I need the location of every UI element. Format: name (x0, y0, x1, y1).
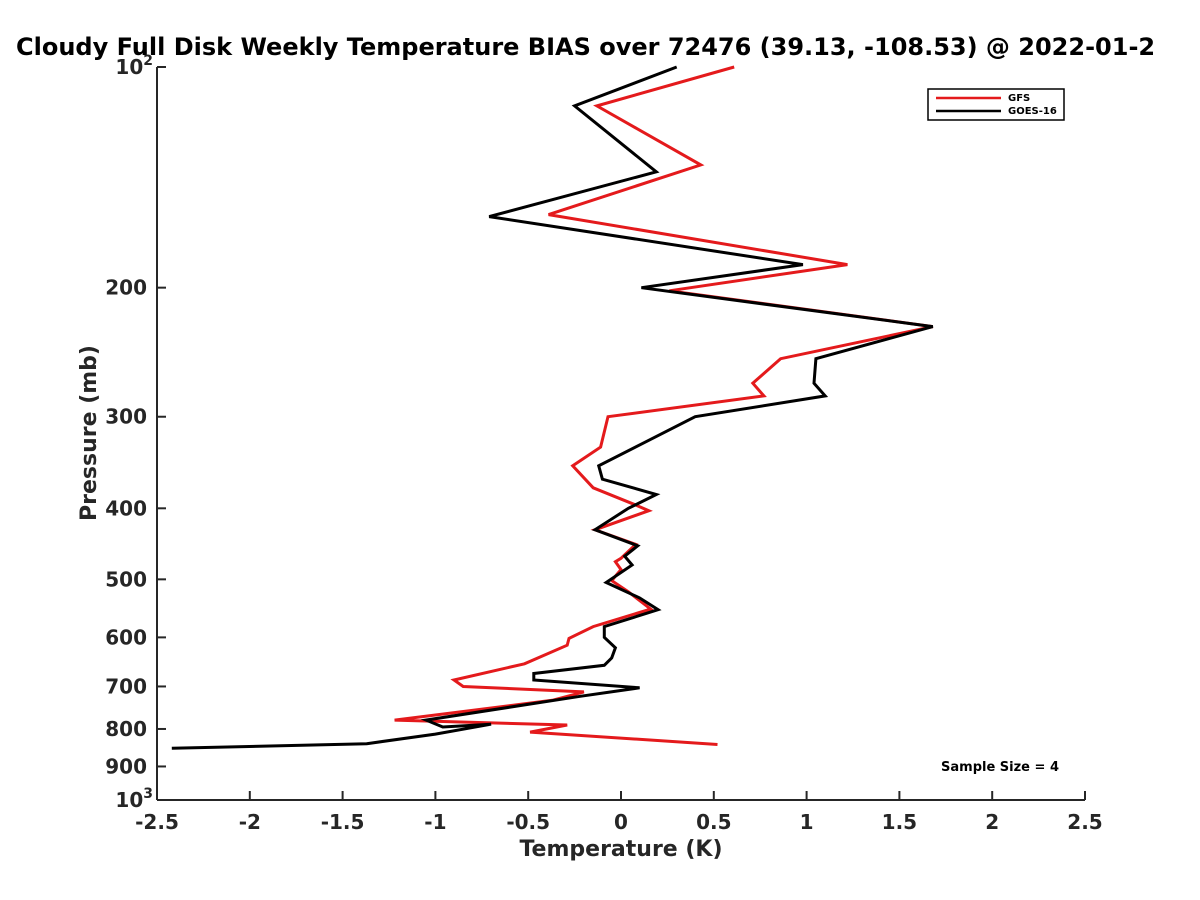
y-tick-label: 400 (105, 496, 147, 520)
x-tick-label: 0.5 (696, 810, 731, 834)
series-lines (171, 65, 934, 750)
x-tick-label: 1.5 (882, 810, 917, 834)
y-tick-label: 200 (105, 276, 147, 300)
y-tick-label: 103 (115, 786, 153, 812)
x-tick-label: -1.5 (321, 810, 365, 834)
legend-box (927, 88, 1065, 121)
x-ticks: -2.5 -2 -1.5 -1 -0.5 0 0.5 1 1.5 2 2.5 (135, 791, 1103, 834)
series-line-goes-16 (171, 65, 934, 750)
y-axis-label: Pressure (mb) (77, 345, 102, 521)
series-line-gfs (394, 65, 934, 746)
x-tick-label: -1 (424, 810, 446, 834)
legend: GFS GOES-16 (927, 88, 1065, 121)
x-tick-label: 1 (800, 810, 814, 834)
chart-title: Cloudy Full Disk Weekly Temperature BIAS… (16, 33, 1155, 61)
x-tick-label: -2.5 (135, 810, 179, 834)
legend-label-goes16: GOES-16 (1008, 106, 1057, 117)
y-tick-label: 700 (105, 674, 147, 698)
legend-label-gfs: GFS (1008, 93, 1030, 104)
sample-size-annotation: Sample Size = 4 (941, 760, 1059, 775)
x-tick-label: 2 (985, 810, 999, 834)
x-axis-label: Temperature (K) (519, 837, 722, 862)
x-tick-label: 2.5 (1067, 810, 1102, 834)
y-tick-label: 300 (105, 405, 147, 429)
x-tick-label: -2 (239, 810, 261, 834)
y-tick-label: 800 (105, 717, 147, 741)
y-ticks: 102 200 300 400 500 600 700 800 900 103 (105, 53, 166, 812)
x-tick-label: -0.5 (506, 810, 550, 834)
y-tick-label: 102 (115, 53, 153, 79)
y-tick-label: 500 (105, 567, 147, 591)
y-tick-label: 900 (105, 754, 147, 778)
x-tick-label: 0 (614, 810, 628, 834)
y-tick-label: 600 (105, 625, 147, 649)
